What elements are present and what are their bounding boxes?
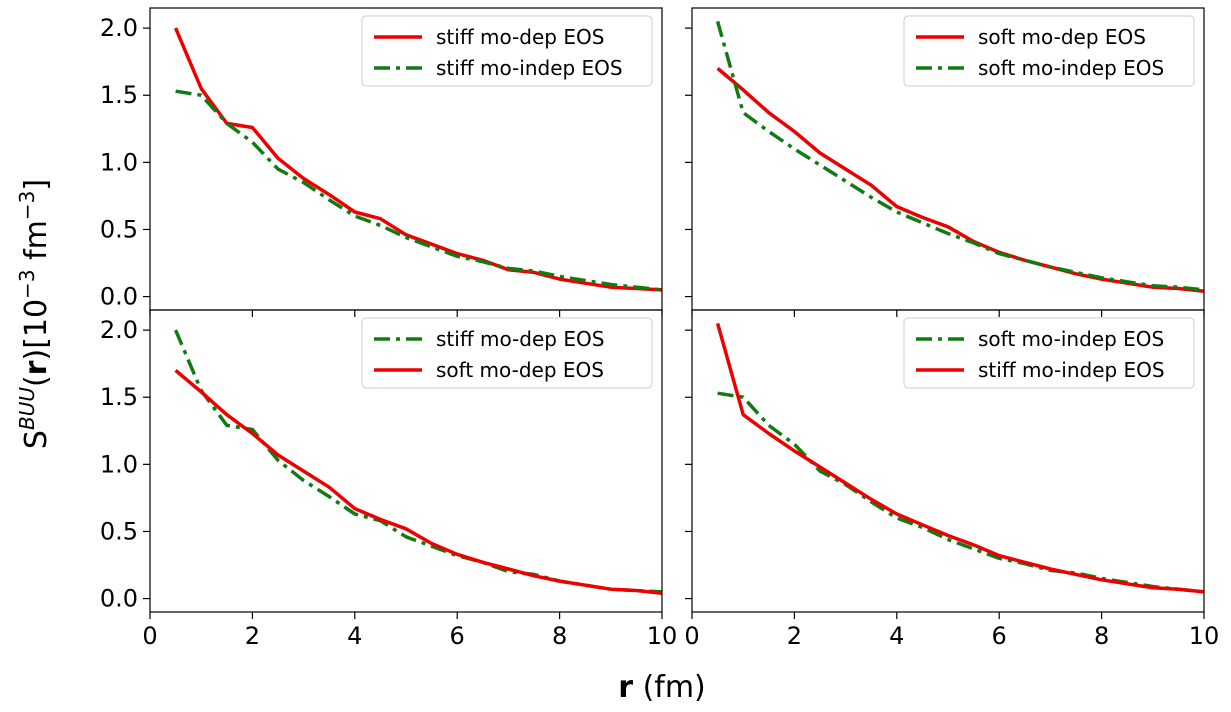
series-line-1 xyxy=(173,27,663,292)
x-axis-title-symbol: r xyxy=(618,670,633,705)
x-axis-title-unit: (fm) xyxy=(633,670,706,705)
x-tick-label: 4 xyxy=(347,622,362,650)
x-tick-label: 10 xyxy=(647,622,678,650)
legend-box xyxy=(361,15,653,87)
x-tick-label: 2 xyxy=(787,622,802,650)
y-axis-title-r: r xyxy=(19,360,54,375)
legend: stiff mo-dep EOS soft mo-dep EOS xyxy=(361,317,653,389)
legend: soft mo-indep EOS stiff mo-indep EOS xyxy=(903,317,1195,389)
x-tick-label: 8 xyxy=(1094,622,1109,650)
legend-label: soft mo-dep EOS xyxy=(978,25,1146,49)
legend-box xyxy=(903,15,1195,87)
y-tick-label: 0.0 xyxy=(100,585,138,613)
legend-label: soft mo-dep EOS xyxy=(436,358,604,382)
panel-bottom-right: 0 2 4 6 8 10 soft mo-indep EOS stiff mo-indep E… xyxy=(684,309,1220,650)
x-tick-label: 10 xyxy=(1189,622,1220,650)
y-tick-label: 1.5 xyxy=(100,81,138,109)
y-axis-title-exp2: −3 xyxy=(15,191,39,220)
legend-box xyxy=(361,317,653,389)
panel-top-right: soft mo-dep EOS soft mo-indep EOS xyxy=(685,7,1205,317)
y-axis-title-sup: BUU xyxy=(15,387,39,430)
legend-label: soft mo-indep EOS xyxy=(978,327,1164,351)
panel-frame xyxy=(691,309,1205,613)
x-axis-title: r (fm) xyxy=(618,670,706,705)
y-axis-title: SBUU(r)[10−3 fm−3] xyxy=(15,179,54,449)
y-tick-label: 2.0 xyxy=(100,14,138,42)
y-axis-title-fm: fm xyxy=(19,220,54,269)
series-line-2 xyxy=(715,20,1205,292)
y-axis-title-exp1: −3 xyxy=(15,269,39,298)
panel-bottom-left: 0.0 0.5 1.0 1.5 2.0 0 2 4 6 8 10 stiff mo-dep EOS so… xyxy=(100,309,678,650)
x-tick-label: 0 xyxy=(684,622,699,650)
series-line-2 xyxy=(174,369,663,595)
legend-label: stiff mo-dep EOS xyxy=(436,25,604,49)
y-tick-label: 2.0 xyxy=(100,316,138,344)
y-tick-label: 1.0 xyxy=(100,148,138,176)
x-tick-label: 8 xyxy=(552,622,567,650)
series-line-1 xyxy=(717,391,1205,594)
y-axis-title-open: ( xyxy=(19,375,54,387)
legend: stiff mo-dep EOS stiff mo-indep EOS xyxy=(361,15,653,87)
legend-label: stiff mo-dep EOS xyxy=(436,327,604,351)
x-tick-label: 2 xyxy=(245,622,260,650)
series-line-2 xyxy=(175,89,663,292)
legend: soft mo-dep EOS soft mo-indep EOS xyxy=(903,15,1195,87)
series-line-1 xyxy=(173,329,663,594)
y-tick-label: 0.5 xyxy=(100,517,138,545)
legend-label: stiff mo-indep EOS xyxy=(978,358,1165,382)
series-line-2 xyxy=(715,322,1205,594)
series-line-1 xyxy=(716,67,1205,293)
y-axis-title-close: ] xyxy=(19,179,54,191)
legend-label: stiff mo-indep EOS xyxy=(436,56,623,80)
x-tick-label: 4 xyxy=(889,622,904,650)
y-tick-label: 0.5 xyxy=(100,215,138,243)
x-tick-label: 6 xyxy=(992,622,1007,650)
y-axis-title-mid: )[10 xyxy=(19,299,54,361)
x-tick-label: 6 xyxy=(450,622,465,650)
y-tick-label: 1.0 xyxy=(100,450,138,478)
legend-box xyxy=(903,317,1195,389)
legend-label: soft mo-indep EOS xyxy=(978,56,1164,80)
y-tick-label: 0.0 xyxy=(100,283,138,311)
panel-frame xyxy=(149,309,663,613)
y-axis-title-s: S xyxy=(19,430,54,449)
x-tick-label: 0 xyxy=(142,622,157,650)
y-tick-label: 1.5 xyxy=(100,383,138,411)
